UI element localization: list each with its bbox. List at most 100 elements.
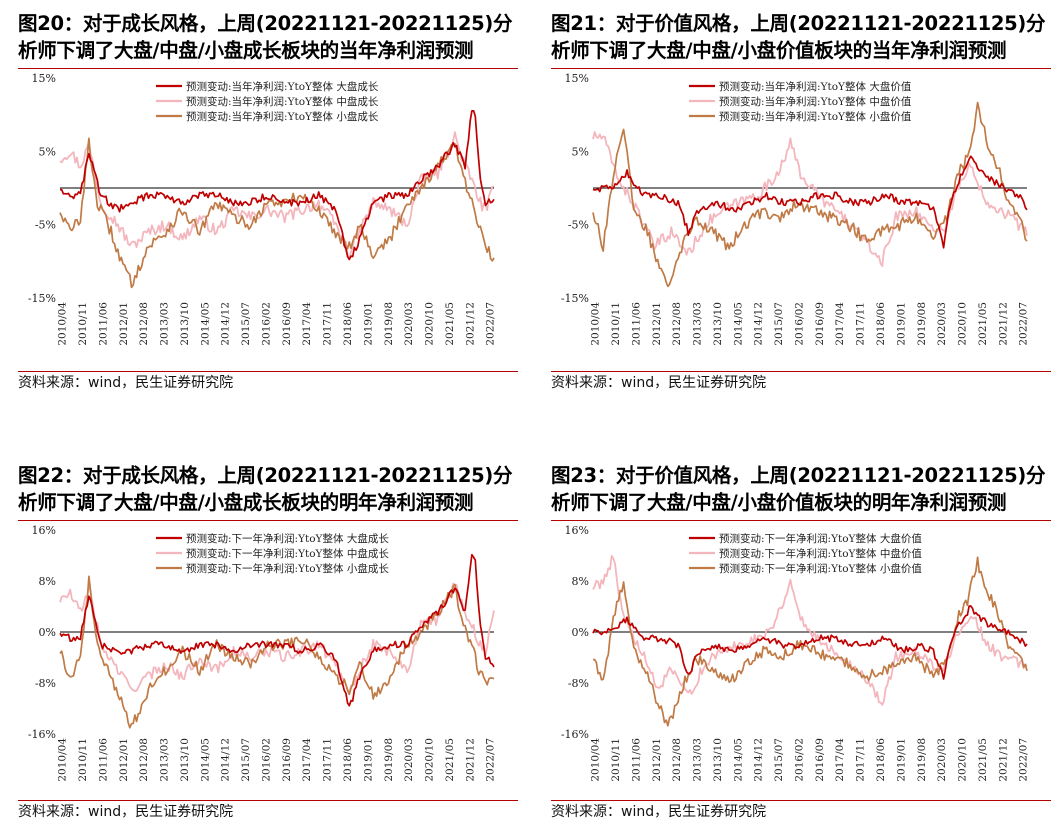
x-tick-label: 2014/12: [753, 738, 765, 782]
x-tick-label: 2013/10: [712, 738, 724, 782]
series-line-small: [59, 137, 495, 289]
chart-title-line-2: 析师下调了大盘/中盘/小盘成长板块的当年净利润预测: [18, 39, 474, 62]
x-tick-label: 2014/12: [753, 302, 765, 346]
x-tick-label: 2020/03: [936, 738, 948, 782]
legend-label-small: 预测变动:当年净利润:YtoY整体 小盘价值: [719, 110, 912, 123]
x-tick-label: 2016/09: [814, 738, 826, 782]
x-tick-label: 2014/05: [199, 738, 211, 782]
y-tick-label: 5%: [572, 145, 589, 158]
y-tick-label: 0%: [39, 626, 56, 639]
x-tick-label: 2021/05: [977, 302, 989, 346]
legend-label-large: 预测变动:当年净利润:YtoY整体 大盘成长: [186, 80, 379, 93]
x-tick-label: 2013/03: [159, 738, 171, 782]
title-rule: [551, 520, 1051, 521]
legend-label-mid: 预测变动:当年净利润:YtoY整体 中盘成长: [186, 95, 379, 108]
x-tick-label: 2017/11: [855, 302, 867, 346]
x-tick-label: 2013/10: [179, 302, 191, 346]
x-tick-label: 2018/06: [875, 302, 887, 346]
legend-label-small: 预测变动:下一年净利润:YtoY整体 小盘价值: [719, 562, 922, 575]
series-line-large: [59, 553, 495, 707]
x-tick-label: 2016/02: [260, 738, 272, 782]
x-tick-label: 2016/02: [260, 302, 272, 346]
x-tick-label: 2010/04: [590, 302, 602, 346]
chart-title-line-2: 析师下调了大盘/中盘/小盘价值板块的当年净利润预测: [551, 39, 1007, 62]
x-tick-label: 2010/04: [57, 738, 69, 782]
x-tick-label: 2019/01: [895, 738, 907, 782]
y-tick-label: 16%: [32, 524, 56, 537]
x-tick-label: 2012/08: [671, 738, 683, 782]
y-tick-label: 16%: [565, 524, 589, 537]
chart-title: 图20：对于成长风格，上周(20221121-20221125)分 析师下调了大…: [18, 10, 518, 64]
legend-label-small: 预测变动:下一年净利润:YtoY整体 小盘成长: [186, 562, 389, 575]
x-tick-label: 2022/07: [1018, 738, 1030, 782]
y-tick-label: 8%: [572, 575, 589, 588]
x-tick-label: 2021/12: [464, 738, 476, 782]
legend-label-large: 预测变动:当年净利润:YtoY整体 大盘价值: [719, 80, 912, 93]
chart-title: 图22：对于成长风格，上周(20221121-20221125)分 析师下调了大…: [18, 462, 518, 516]
series-line-mid: [592, 131, 1028, 267]
x-tick-label: 2019/01: [895, 302, 907, 346]
chart-panel-22: 图22：对于成长风格，上周(20221121-20221125)分 析师下调了大…: [18, 462, 518, 822]
chart-title-line-2: 析师下调了大盘/中盘/小盘价值板块的明年净利润预测: [551, 491, 1007, 514]
x-tick-label: 2014/05: [732, 738, 744, 782]
series-line-mid: [592, 555, 1028, 706]
x-tick-label: 2012/01: [651, 302, 663, 346]
series-line-mid: [59, 131, 495, 261]
chart-panel-21: 图21：对于价值风格，上周(20221121-20221125)分 析师下调了大…: [551, 10, 1051, 400]
x-tick-label: 2013/03: [692, 738, 704, 782]
y-tick-label: -8%: [35, 677, 56, 690]
x-tick-label: 2019/08: [383, 738, 395, 782]
x-tick-label: 2020/10: [957, 302, 969, 346]
x-tick-label: 2019/01: [362, 302, 374, 346]
source-rule: [551, 800, 1051, 801]
x-tick-label: 2013/10: [712, 302, 724, 346]
series-line-mid: [59, 582, 495, 694]
x-tick-label: 2019/08: [916, 302, 928, 346]
x-tick-label: 2016/09: [281, 302, 293, 346]
y-tick-label: -5%: [35, 219, 56, 232]
y-tick-label: -15%: [28, 292, 56, 305]
chart-title: 图23：对于价值风格，上周(20221121-20221125)分 析师下调了大…: [551, 462, 1051, 516]
x-tick-label: 2014/12: [220, 302, 232, 346]
x-tick-label: 2010/11: [610, 738, 622, 782]
x-tick-label: 2020/03: [936, 302, 948, 346]
x-tick-label: 2013/10: [179, 738, 191, 782]
chart-title-line-1: 图20：对于成长风格，上周(20221121-20221125)分: [18, 12, 513, 35]
x-tick-label: 2011/06: [97, 738, 109, 782]
x-tick-label: 2019/01: [362, 738, 374, 782]
chart-title-line-1: 图23：对于价值风格，上周(20221121-20221125)分: [551, 464, 1046, 487]
chart-title-line-1: 图21：对于价值风格，上周(20221121-20221125)分: [551, 12, 1046, 35]
source-note: 资料来源：wind，民生证券研究院: [551, 375, 767, 391]
title-rule: [18, 68, 518, 69]
title-rule: [551, 68, 1051, 69]
x-tick-label: 2017/04: [301, 302, 313, 346]
chart-svg: 16% 8% 0% -8% -16%2010/04 2010/11 2011/06 2012/…: [561, 524, 1030, 782]
x-tick-label: 2010/11: [77, 302, 89, 346]
x-tick-label: 2012/08: [671, 302, 683, 346]
legend-label-mid: 预测变动:下一年净利润:YtoY整体 中盘成长: [186, 547, 389, 560]
x-tick-label: 2016/09: [281, 738, 293, 782]
x-tick-label: 2013/03: [159, 302, 171, 346]
source-note: 资料来源：wind，民生证券研究院: [551, 804, 767, 820]
y-tick-label: 0%: [572, 626, 589, 639]
x-tick-label: 2015/07: [773, 738, 785, 782]
y-tick-label: 15%: [565, 72, 589, 85]
y-tick-label: 5%: [39, 145, 56, 158]
chart-title-line-2: 析师下调了大盘/中盘/小盘成长板块的明年净利润预测: [18, 491, 474, 514]
x-tick-label: 2019/08: [916, 738, 928, 782]
x-tick-label: 2011/06: [630, 738, 642, 782]
legend-label-mid: 预测变动:下一年净利润:YtoY整体 中盘价值: [719, 547, 922, 560]
x-tick-label: 2017/04: [834, 738, 846, 782]
source-rule: [551, 371, 1051, 372]
x-tick-label: 2021/12: [997, 738, 1009, 782]
y-tick-label: -16%: [28, 728, 56, 741]
title-rule: [18, 520, 518, 521]
x-tick-label: 2016/02: [793, 302, 805, 346]
source-note: 资料来源：wind，民生证券研究院: [18, 804, 234, 820]
x-tick-label: 2012/01: [118, 738, 130, 782]
x-tick-label: 2017/11: [322, 302, 334, 346]
x-tick-label: 2020/03: [403, 302, 415, 346]
x-tick-label: 2022/07: [485, 738, 497, 782]
y-tick-label: 15%: [32, 72, 56, 85]
x-tick-label: 2020/10: [424, 738, 436, 782]
